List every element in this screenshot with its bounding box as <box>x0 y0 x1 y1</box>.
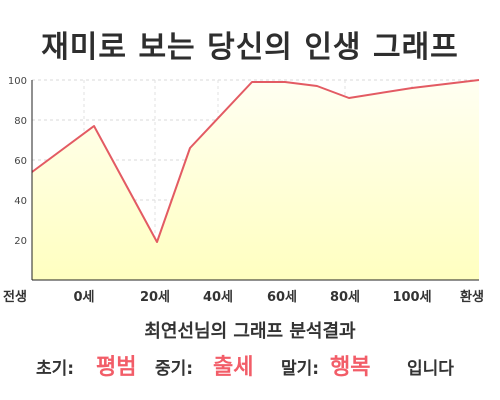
x-tick-label: 0세 <box>73 290 94 305</box>
y-tick-label: 20 <box>14 236 27 247</box>
x-tick-label: 전생 <box>3 289 27 305</box>
analysis-subtitle: 최연선님의 그래프 분석결과 <box>144 321 356 342</box>
life-line <box>31 79 480 243</box>
x-tick-label: 환생 <box>460 289 484 305</box>
middle-label: 중기: <box>155 359 194 379</box>
early-label: 초기: <box>36 359 75 379</box>
y-tick-label: 100 <box>8 76 27 87</box>
y-tick-label: 40 <box>14 196 27 207</box>
analysis-result: 초기: 평범 중기: 출세 말기: 행복 입니다 <box>0 348 500 380</box>
x-tick-label: 60세 <box>267 290 297 305</box>
x-tick-label: 80세 <box>330 290 360 305</box>
x-tick-label: 40세 <box>203 290 233 305</box>
page-title: 재미로 보는 당신의 인생 그래프 <box>41 30 459 65</box>
middle-value: 출세 <box>213 355 254 380</box>
x-tick-label: 100세 <box>392 290 431 305</box>
y-tick-label: 80 <box>14 116 27 127</box>
early-value: 평범 <box>96 355 137 380</box>
late-value: 행복 <box>330 355 371 380</box>
y-tick-labels: 20 40 60 80 100 <box>8 76 27 247</box>
result-suffix: 입니다 <box>407 359 454 379</box>
x-tick-label: 20세 <box>140 290 170 305</box>
x-tick-labels: 전생 0세 20세 40세 60세 80세 100세 환생 <box>3 289 484 305</box>
life-area <box>32 80 479 280</box>
late-label: 말기: <box>281 359 320 379</box>
y-tick-label: 60 <box>14 156 27 167</box>
